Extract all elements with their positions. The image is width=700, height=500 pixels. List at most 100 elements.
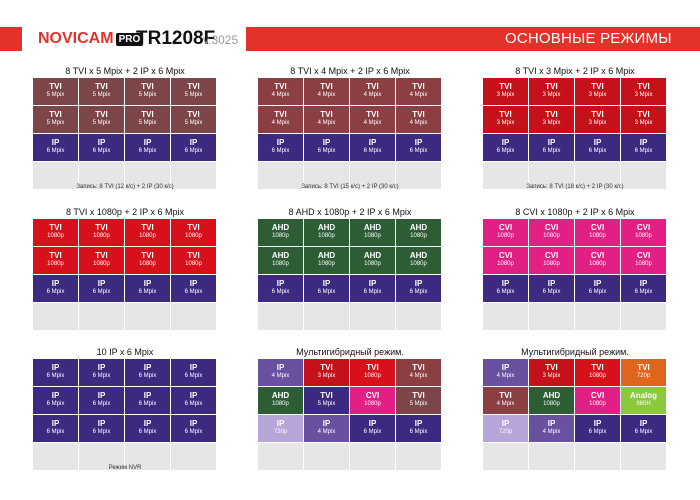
channel-cell: TVI 3 Mpix — [575, 106, 621, 134]
channel-cell: IP 6 Mpix — [79, 134, 125, 162]
channel-type: TVI — [49, 223, 62, 232]
channel-resolution: 1080p — [543, 401, 560, 407]
mode-title: 8 CVI x 1080p + 2 IP x 6 Mpix — [515, 207, 635, 217]
mode-title: 10 IP x 6 Mpix — [96, 347, 154, 357]
channel-resolution: 6 Mpix — [496, 148, 515, 154]
channel-grid: IP 6 Mpix IP 6 Mpix IP 6 Mpix IP 6 Mpix IP 6 Mpix… — [33, 359, 217, 471]
channel-resolution: 1080p — [635, 233, 652, 239]
channel-cell: TVI 1080p — [171, 247, 217, 275]
channel-cell: CVI 1080p — [575, 387, 621, 415]
channel-type: TVI — [545, 110, 558, 119]
channel-cell: IP 6 Mpix — [171, 415, 217, 443]
empty-cell — [258, 303, 304, 331]
channel-type: IP — [97, 363, 106, 372]
empty-cell — [304, 303, 350, 331]
channel-type: IP — [143, 138, 152, 147]
channel-grid: TVI 1080p TVI 1080p TVI 1080p TVI 1080p TVI 1080p… — [33, 219, 217, 331]
empty-cell — [396, 443, 442, 471]
channel-resolution: 6 Mpix — [542, 148, 561, 154]
channel-cell: IP 6 Mpix — [350, 275, 396, 303]
channel-cell: IP 6 Mpix — [33, 275, 79, 303]
channel-cell: IP 6 Mpix — [171, 275, 217, 303]
mode-block: 8 AHD x 1080p + 2 IP x 6 Mpix AHD 1080p AHD… — [258, 206, 442, 346]
channel-cell: CVI 1080p — [575, 219, 621, 247]
channel-type: TVI — [141, 110, 154, 119]
channel-resolution: 6 Mpix — [317, 289, 336, 295]
channel-resolution: 5 Mpix — [184, 92, 203, 98]
channel-type: TVI — [49, 251, 62, 260]
channel-cell: CVI 1080p — [575, 247, 621, 275]
channel-cell: TVI 1080p — [350, 359, 396, 387]
channel-resolution: 6 Mpix — [634, 289, 653, 295]
mode-title: 8 TVI x 3 Mpix + 2 IP x 6 Mpix — [515, 66, 635, 76]
channel-cell: IP 4 Mpix — [258, 359, 304, 387]
channel-resolution: 1080p — [139, 261, 156, 267]
channel-resolution: 6 Mpix — [634, 148, 653, 154]
channel-cell: TVI 4 Mpix — [258, 106, 304, 134]
channel-cell: TVI 5 Mpix — [79, 78, 125, 106]
channel-resolution: 1080p — [364, 401, 381, 407]
channel-type: IP — [639, 419, 648, 428]
channel-cell: IP 6 Mpix — [396, 415, 442, 443]
channel-cell: TVI 4 Mpix — [350, 106, 396, 134]
channel-resolution: 5 Mpix — [317, 401, 336, 407]
channel-type: TVI — [187, 82, 200, 91]
channel-type: IP — [51, 279, 60, 288]
channel-resolution: 6 Mpix — [271, 148, 290, 154]
channel-type: TVI — [49, 82, 62, 91]
channel-type: IP — [501, 363, 510, 372]
channel-type: IP — [414, 279, 423, 288]
channel-resolution: 960H — [636, 401, 651, 407]
empty-cell — [79, 303, 125, 331]
channel-cell: IP 6 Mpix — [171, 359, 217, 387]
channel-resolution: 1080p — [410, 261, 427, 267]
channel-cell: TVI 5 Mpix — [79, 106, 125, 134]
channel-cell: IP 6 Mpix — [79, 387, 125, 415]
channel-cell: TVI 3 Mpix — [529, 78, 575, 106]
channel-cell: CVI 1080p — [350, 387, 396, 415]
channel-resolution: 6 Mpix — [92, 148, 111, 154]
channel-cell: TVI 4 Mpix — [396, 78, 442, 106]
channel-type: IP — [501, 279, 510, 288]
channel-cell: TVI 1080p — [33, 219, 79, 247]
channel-cell: TVI 4 Mpix — [258, 78, 304, 106]
channel-resolution: 6 Mpix — [634, 429, 653, 435]
channel-grid: AHD 1080p AHD 1080p AHD 1080p AHD 1080p AHD 1080p… — [258, 219, 442, 331]
channel-cell: TVI 1080p — [171, 219, 217, 247]
channel-type: TVI — [591, 363, 604, 372]
channel-cell: TVI 5 Mpix — [171, 106, 217, 134]
channel-type: CVI — [636, 251, 651, 260]
channel-type: IP — [501, 138, 510, 147]
channel-cell: IP 6 Mpix — [258, 275, 304, 303]
channel-cell: TVI 4 Mpix — [304, 106, 350, 134]
header-bar: NOVICAM PRO TR1208F v.3025 ОСНОВНЫЕ РЕЖИ… — [0, 27, 700, 87]
channel-cell: TVI 1080p — [33, 247, 79, 275]
channel-type: TVI — [412, 110, 425, 119]
channel-type: IP — [322, 279, 331, 288]
channel-resolution: 6 Mpix — [409, 429, 428, 435]
channel-cell: IP 4 Mpix — [529, 415, 575, 443]
channel-type: IP — [97, 419, 106, 428]
channel-type: IP — [189, 279, 198, 288]
channel-cell: CVI 1080p — [483, 247, 529, 275]
channel-resolution: 1080p — [272, 233, 289, 239]
mode-block: Мультигибридный режим. IP 4 Mpix TVI 3 Mpix T… — [258, 346, 442, 486]
channel-cell: AHD 1080p — [304, 219, 350, 247]
channel-cell: TVI 4 Mpix — [304, 78, 350, 106]
channel-cell: IP 6 Mpix — [621, 275, 667, 303]
channel-resolution: 6 Mpix — [46, 289, 65, 295]
channel-type: TVI — [412, 363, 425, 372]
channel-type: TVI — [141, 251, 154, 260]
channel-type: TVI — [637, 82, 650, 91]
channel-resolution: 1080p — [47, 261, 64, 267]
channel-type: TVI — [187, 251, 200, 260]
channel-resolution: 5 Mpix — [92, 92, 111, 98]
channel-cell: IP 6 Mpix — [529, 275, 575, 303]
mode-title: 8 AHD x 1080p + 2 IP x 6 Mpix — [288, 207, 412, 217]
channel-resolution: 6 Mpix — [363, 148, 382, 154]
channel-type: AHD — [271, 223, 290, 232]
channel-type: IP — [322, 138, 331, 147]
channel-resolution: 6 Mpix — [92, 401, 111, 407]
channel-type: TVI — [412, 82, 425, 91]
channel-cell: IP 4 Mpix — [304, 415, 350, 443]
